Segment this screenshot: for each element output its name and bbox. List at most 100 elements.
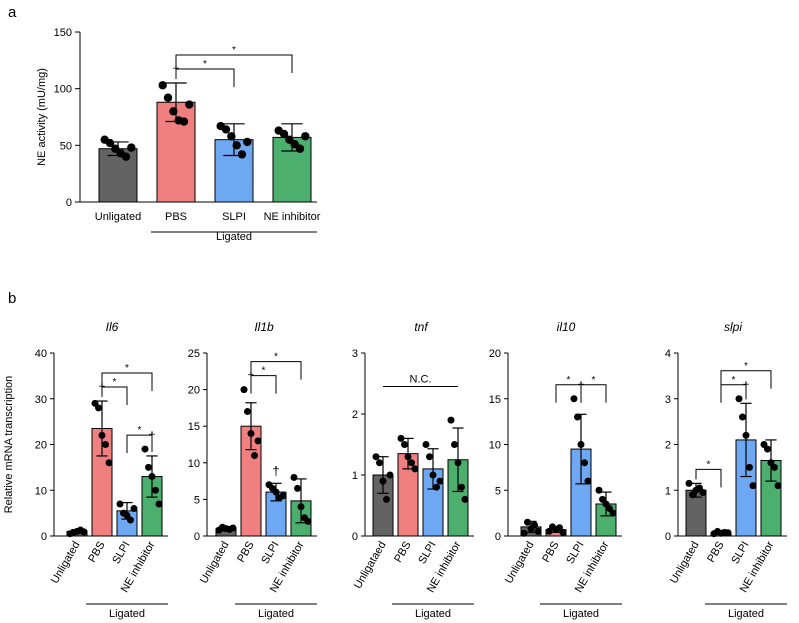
y-tick-label: 0 bbox=[352, 531, 358, 543]
data-point bbox=[451, 441, 458, 448]
data-point bbox=[746, 463, 753, 471]
data-point bbox=[685, 479, 693, 487]
data-point bbox=[609, 509, 617, 517]
chart-title: tnf bbox=[414, 320, 429, 334]
y-tick-label: 3 bbox=[665, 394, 671, 406]
data-point bbox=[169, 107, 178, 116]
significance-star: * bbox=[732, 375, 736, 386]
data-point bbox=[742, 431, 750, 439]
data-point bbox=[581, 459, 588, 467]
data-point bbox=[408, 459, 415, 467]
y-tick-label: 5 bbox=[495, 485, 501, 497]
chart-a: 0 50 100 150 NE activity (mU/mg) Unligated PBS… bbox=[36, 27, 321, 243]
significance-bracket bbox=[175, 54, 293, 73]
significance-bracket bbox=[126, 434, 153, 454]
significance-star: * bbox=[744, 361, 748, 372]
data-point bbox=[130, 505, 138, 513]
panel-a-label: a bbox=[8, 4, 17, 21]
nc-label: N.C. bbox=[410, 374, 432, 386]
x-tick-label: SLPI bbox=[259, 540, 281, 567]
data-point bbox=[98, 431, 106, 439]
data-point bbox=[148, 473, 156, 481]
x-tick-label: Unligataed bbox=[352, 540, 389, 592]
data-point bbox=[531, 521, 538, 529]
y-tick-label: 20 bbox=[35, 440, 47, 452]
data-point bbox=[102, 441, 109, 448]
significance-star: * bbox=[125, 363, 129, 374]
data-point bbox=[584, 477, 592, 485]
x-tick-label: SLPI bbox=[729, 540, 751, 567]
data-point bbox=[272, 488, 280, 496]
data-point bbox=[251, 451, 258, 459]
data-point bbox=[386, 471, 394, 479]
data-point bbox=[735, 395, 743, 403]
data-point bbox=[426, 453, 433, 461]
data-point bbox=[771, 463, 778, 471]
x-tick-label: Unligated bbox=[503, 540, 537, 586]
data-point bbox=[764, 445, 771, 453]
y-tick-label: 40 bbox=[35, 348, 47, 360]
y-axis-label: NE activity (mU/mg) bbox=[36, 68, 48, 166]
data-point bbox=[376, 459, 383, 467]
chart-title: Il6 bbox=[106, 320, 119, 334]
data-point bbox=[422, 441, 430, 448]
chart-b-il6: Il6 0 10 20 30 40 Relative mRNA transcription U… bbox=[3, 320, 168, 620]
significance-bracket bbox=[250, 361, 302, 380]
x-tick-label: PBS bbox=[235, 540, 256, 565]
x-tick-label: PBS bbox=[705, 540, 726, 565]
data-point bbox=[80, 528, 88, 536]
y-tick-label: 1 bbox=[352, 470, 358, 482]
y-tick-label: 0 bbox=[66, 197, 72, 209]
data-point bbox=[454, 459, 462, 467]
group-label: Ligated bbox=[109, 608, 145, 620]
x-tick-label: SLPI bbox=[564, 540, 586, 567]
x-tick-label: SLPI bbox=[416, 540, 438, 567]
data-point bbox=[127, 516, 134, 524]
y-tick-label: 10 bbox=[188, 458, 200, 470]
x-tick-label: Unligated bbox=[198, 540, 232, 586]
significance-star: * bbox=[138, 425, 142, 436]
significance-star: * bbox=[262, 366, 266, 377]
y-axis-label: Relative mRNA transcription bbox=[3, 376, 15, 514]
data-point bbox=[145, 463, 152, 471]
y-tick-label: 15 bbox=[489, 394, 501, 406]
data-point bbox=[461, 495, 469, 503]
data-point bbox=[436, 477, 444, 485]
x-tick-label: PBS bbox=[86, 540, 107, 565]
data-point bbox=[121, 152, 131, 161]
data-point bbox=[433, 483, 440, 491]
data-point bbox=[458, 483, 465, 491]
chart-title: slpi bbox=[724, 320, 742, 334]
data-point bbox=[279, 129, 289, 139]
data-point bbox=[290, 473, 298, 481]
data-point bbox=[404, 453, 412, 461]
x-tick-label: Unligated bbox=[49, 540, 83, 586]
y-tick-label: 20 bbox=[188, 385, 200, 397]
data-point bbox=[227, 132, 236, 141]
data-point bbox=[229, 524, 237, 532]
data-point bbox=[699, 489, 707, 497]
y-tick-label: 0 bbox=[194, 531, 200, 543]
y-tick-label: 50 bbox=[60, 140, 72, 152]
y-tick-label: 2 bbox=[352, 409, 358, 421]
data-point bbox=[739, 413, 746, 421]
y-tick-label: 20 bbox=[489, 348, 501, 360]
significance-star: * bbox=[707, 459, 711, 470]
x-tick-label: Unligated bbox=[95, 211, 141, 223]
y-tick-label: 0 bbox=[41, 531, 47, 543]
data-point bbox=[724, 529, 732, 537]
group-label: Ligated bbox=[728, 608, 764, 620]
y-tick-label: 15 bbox=[188, 421, 200, 433]
significance-star: * bbox=[274, 352, 278, 363]
chart-title: Il1b bbox=[254, 320, 274, 334]
significance-bracket bbox=[250, 375, 277, 394]
data-point bbox=[411, 465, 419, 473]
y-tick-label: 2 bbox=[665, 440, 671, 452]
data-point bbox=[749, 482, 757, 490]
data-point bbox=[401, 441, 408, 448]
y-tick-label: 1 bbox=[665, 485, 671, 497]
x-tick-label: SLPI bbox=[222, 211, 246, 223]
